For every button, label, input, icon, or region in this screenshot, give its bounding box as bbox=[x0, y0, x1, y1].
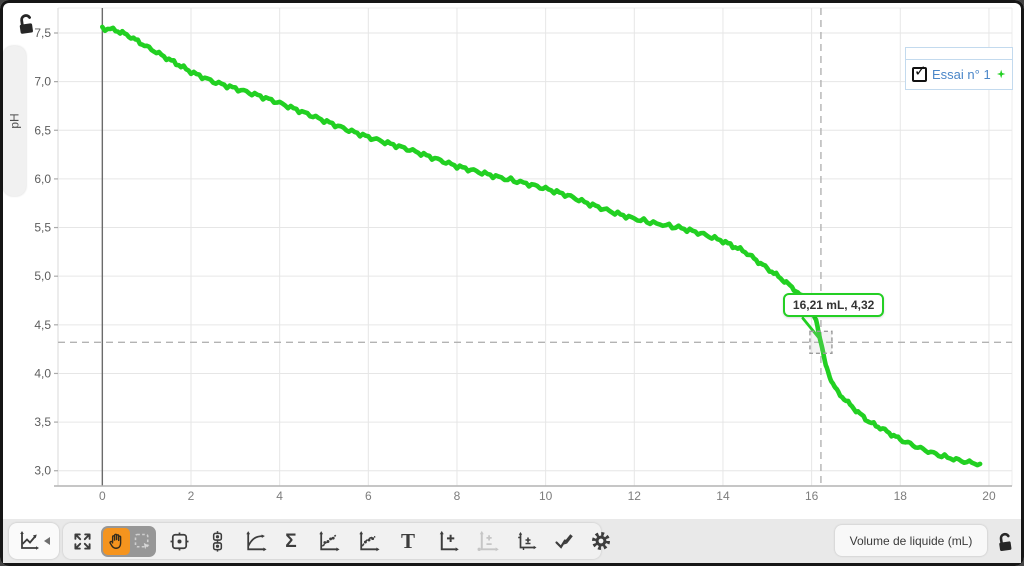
svg-text:12: 12 bbox=[628, 489, 642, 503]
toolbar: Σ bbox=[3, 519, 1021, 563]
hand-icon bbox=[109, 533, 122, 549]
series-marker-icon bbox=[996, 69, 1006, 79]
marquee-select-icon bbox=[134, 533, 149, 549]
legend-item[interactable]: ✓ Essai n° 1 bbox=[906, 60, 1012, 89]
series-label: Essai n° 1 bbox=[932, 66, 991, 82]
add-graph-icon bbox=[439, 530, 459, 551]
examine-button[interactable] bbox=[160, 523, 198, 559]
autoscale-button[interactable] bbox=[67, 523, 97, 559]
graph-view-chooser-button[interactable] bbox=[9, 523, 59, 559]
edit-axes-icon bbox=[518, 532, 537, 550]
y-axis-label-button[interactable]: pH bbox=[3, 46, 26, 196]
sigma-icon: Σ bbox=[285, 530, 297, 552]
chevron-left-icon bbox=[44, 537, 50, 545]
add-graph-button[interactable] bbox=[428, 523, 466, 559]
linear-fit-icon bbox=[318, 530, 340, 551]
toolbar-main-group: Σ bbox=[63, 523, 610, 559]
interpolate-icon bbox=[212, 530, 222, 552]
series-checkbox[interactable]: ✓ bbox=[912, 62, 927, 82]
svg-text:0: 0 bbox=[99, 489, 106, 503]
checkmark-icon: ✓ bbox=[914, 62, 927, 80]
x-axis-label-button[interactable]: Volume de liquide (mL) bbox=[835, 525, 987, 556]
svg-text:6: 6 bbox=[365, 489, 372, 503]
gear-icon bbox=[592, 532, 610, 550]
svg-text:5,5: 5,5 bbox=[34, 221, 51, 235]
examine-tooltip-label: 16,21 mL, 4,32 bbox=[792, 298, 875, 313]
svg-text:2: 2 bbox=[188, 489, 195, 503]
line-graph-icon bbox=[20, 531, 39, 550]
unlock-icon bbox=[19, 14, 33, 34]
svg-text:5,0: 5,0 bbox=[34, 269, 51, 283]
x-axis-label: Volume de liquide (mL) bbox=[849, 533, 973, 548]
svg-text:14: 14 bbox=[716, 489, 730, 503]
svg-text:16: 16 bbox=[805, 489, 819, 503]
check-pen-icon bbox=[555, 534, 573, 549]
examine-target-icon bbox=[169, 531, 189, 551]
curve-fit-button[interactable] bbox=[348, 523, 388, 559]
examine-tooltip[interactable]: 16,21 mL, 4,32 bbox=[782, 293, 885, 318]
svg-text:10: 10 bbox=[539, 489, 553, 503]
autoscale-arrows-icon bbox=[73, 532, 91, 550]
unlock-icon bbox=[999, 532, 1012, 552]
x-axis-lock-button[interactable] bbox=[989, 526, 1021, 558]
text-tool-icon: T bbox=[400, 528, 415, 553]
pan-zoom-segmented-control bbox=[101, 525, 156, 557]
svg-text:4,0: 4,0 bbox=[34, 366, 51, 380]
svg-text:8: 8 bbox=[454, 489, 461, 503]
edit-axes-button[interactable] bbox=[508, 523, 546, 559]
y-axis-lock-button[interactable] bbox=[10, 8, 42, 40]
svg-text:6,0: 6,0 bbox=[34, 172, 51, 186]
legend-title-cell bbox=[906, 48, 1012, 60]
graph-options-button[interactable] bbox=[582, 523, 620, 559]
tangent-button[interactable] bbox=[236, 523, 274, 559]
annotation-button[interactable]: T bbox=[388, 523, 428, 559]
svg-text:18: 18 bbox=[894, 489, 908, 503]
svg-text:3,0: 3,0 bbox=[34, 464, 51, 478]
pan-tool-button[interactable] bbox=[103, 527, 130, 555]
graph-layout-icon bbox=[477, 530, 499, 551]
y-axis-label: pH bbox=[7, 113, 22, 129]
svg-text:4: 4 bbox=[276, 489, 283, 503]
interpolate-button[interactable] bbox=[198, 523, 236, 559]
tangent-curve-icon bbox=[245, 530, 267, 551]
svg-text:3,5: 3,5 bbox=[34, 415, 51, 429]
svg-text:20: 20 bbox=[982, 489, 996, 503]
prediction-button[interactable] bbox=[546, 523, 582, 559]
svg-text:7,0: 7,0 bbox=[34, 75, 51, 89]
curve-fit-icon bbox=[358, 530, 380, 551]
svg-text:7,5: 7,5 bbox=[34, 26, 51, 40]
legend: ✓ Essai n° 1 bbox=[905, 47, 1013, 90]
svg-text:6,5: 6,5 bbox=[34, 123, 51, 137]
graph-layout-button-disabled bbox=[466, 523, 508, 559]
svg-text:4,5: 4,5 bbox=[34, 318, 51, 332]
statistics-button[interactable]: Σ bbox=[274, 523, 308, 559]
linear-fit-button[interactable] bbox=[308, 523, 348, 559]
zoom-select-tool-button[interactable] bbox=[130, 528, 154, 555]
